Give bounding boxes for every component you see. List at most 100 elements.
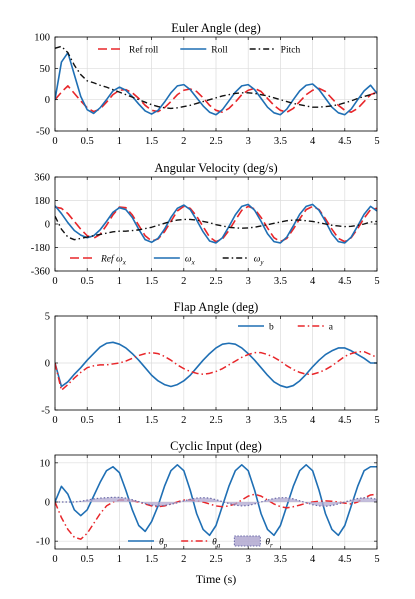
y-tick-label: -10 xyxy=(36,537,50,548)
chart-title: Flap Angle (deg) xyxy=(174,300,259,314)
x-tick-label: 1 xyxy=(117,554,122,565)
chart-title: Euler Angle (deg) xyxy=(171,21,261,35)
legend-label: θp xyxy=(159,538,168,550)
legend-item: θa xyxy=(181,538,221,550)
series-line-2 xyxy=(55,493,377,540)
legend-item: Ref ωx xyxy=(70,254,127,267)
x-tick-label: 1.5 xyxy=(145,136,158,147)
x-tick-label: 0 xyxy=(52,554,57,565)
series-line-1 xyxy=(55,341,377,389)
legend: Ref ωx ωx ωy xyxy=(70,254,264,267)
legend-item: Roll xyxy=(180,46,228,56)
x-tick-label: 2.5 xyxy=(209,415,222,426)
x-tick-label: 4.5 xyxy=(338,415,351,426)
legend-item: ωx xyxy=(153,255,196,267)
x-tick-label: 2 xyxy=(181,415,186,426)
series-group xyxy=(55,341,377,392)
x-tick-label: 3.5 xyxy=(274,554,287,565)
series-line-1 xyxy=(55,85,377,113)
legend-label: Roll xyxy=(211,46,228,56)
x-tick-label: 5 xyxy=(374,276,379,287)
legend-label: b xyxy=(269,323,274,333)
y-tick-label: 0 xyxy=(45,498,50,509)
x-tick-label: 5 xyxy=(374,415,379,426)
x-tick-label: 2.5 xyxy=(209,554,222,565)
x-tick-label: 1.5 xyxy=(145,276,158,287)
x-tick-label: 0 xyxy=(52,276,57,287)
x-tick-label: 0.5 xyxy=(81,554,94,565)
legend-item: Pitch xyxy=(249,46,301,56)
legend-label: θa xyxy=(212,538,221,550)
y-tick-label: 50 xyxy=(40,64,51,75)
panel-2: 0 0.5 1 1.5 2 2.5 3 3.5 4 4.5 5 -360 -180 0 180 360 Angu… xyxy=(31,161,380,287)
x-tick-label: 1.5 xyxy=(145,554,158,565)
x-tick-label: 2.5 xyxy=(209,136,222,147)
legend-item: θp xyxy=(128,538,168,550)
x-tick-label: 3.5 xyxy=(274,415,287,426)
legend-item: b xyxy=(238,323,274,333)
series-line-2 xyxy=(55,51,377,116)
x-tick-label: 4.5 xyxy=(338,554,351,565)
y-tick-label: 0 xyxy=(45,95,50,106)
legend-label: Ref ωx xyxy=(100,254,127,267)
x-tick-label: 4.5 xyxy=(338,276,351,287)
y-tick-label: 360 xyxy=(34,173,50,184)
y-tick-label: -180 xyxy=(31,243,50,254)
legend-label: θr xyxy=(265,538,273,550)
x-tick-label: 4 xyxy=(310,136,316,147)
x-tick-label: 4 xyxy=(310,554,316,565)
x-tick-label: 2 xyxy=(181,136,186,147)
legend-item: a xyxy=(297,323,334,333)
legend-swatch xyxy=(233,535,261,547)
x-tick-label: 3 xyxy=(246,554,251,565)
x-tick-label: 3.5 xyxy=(274,276,287,287)
x-axis-label: Time (s) xyxy=(196,572,237,586)
legend: Ref roll Roll Pitch xyxy=(98,45,300,56)
x-tick-label: 3.5 xyxy=(274,136,287,147)
y-tick-label: 10 xyxy=(40,458,51,469)
x-tick-label: 3 xyxy=(246,415,251,426)
chart-title: Angular Velocity (deg/s) xyxy=(154,161,277,175)
x-tick-label: 1 xyxy=(117,276,122,287)
x-tick-label: 3 xyxy=(246,136,251,147)
series-group xyxy=(55,463,377,540)
x-tick-label: 0.5 xyxy=(81,276,94,287)
y-tick-label: -5 xyxy=(41,406,50,417)
legend-item: Ref roll xyxy=(98,45,159,56)
x-tick-label: 0 xyxy=(52,415,57,426)
x-tick-label: 4 xyxy=(310,415,316,426)
series-group xyxy=(55,45,377,116)
legend-label: ωx xyxy=(185,255,196,267)
series-line-3 xyxy=(55,215,377,241)
x-tick-label: 1.5 xyxy=(145,415,158,426)
y-tick-label: 180 xyxy=(34,196,50,207)
x-tick-label: 3 xyxy=(246,276,251,287)
x-tick-label: 4 xyxy=(310,276,316,287)
chart-title: Cyclic Input (deg) xyxy=(170,439,262,453)
x-tick-label: 2 xyxy=(181,276,186,287)
series-line-3 xyxy=(55,45,377,110)
x-tick-label: 0.5 xyxy=(81,415,94,426)
x-tick-label: 5 xyxy=(374,136,379,147)
x-tick-label: 2.5 xyxy=(209,276,222,287)
y-tick-label: 0 xyxy=(45,359,50,370)
y-tick-label: 100 xyxy=(34,33,50,44)
y-tick-label: -50 xyxy=(36,127,50,138)
x-tick-label: 0 xyxy=(52,136,57,147)
x-tick-label: 0.5 xyxy=(81,136,94,147)
legend-item: ωy xyxy=(222,255,265,267)
y-tick-label: 5 xyxy=(45,312,50,323)
legend-label: Pitch xyxy=(281,46,301,56)
legend-label: Ref roll xyxy=(129,45,159,56)
y-tick-label: 0 xyxy=(45,220,50,231)
legend-label: a xyxy=(329,323,334,333)
series-line-1 xyxy=(55,205,377,243)
series-line-2 xyxy=(55,203,377,244)
legend-label: ωy xyxy=(254,255,265,267)
series-line-3 xyxy=(55,496,377,507)
